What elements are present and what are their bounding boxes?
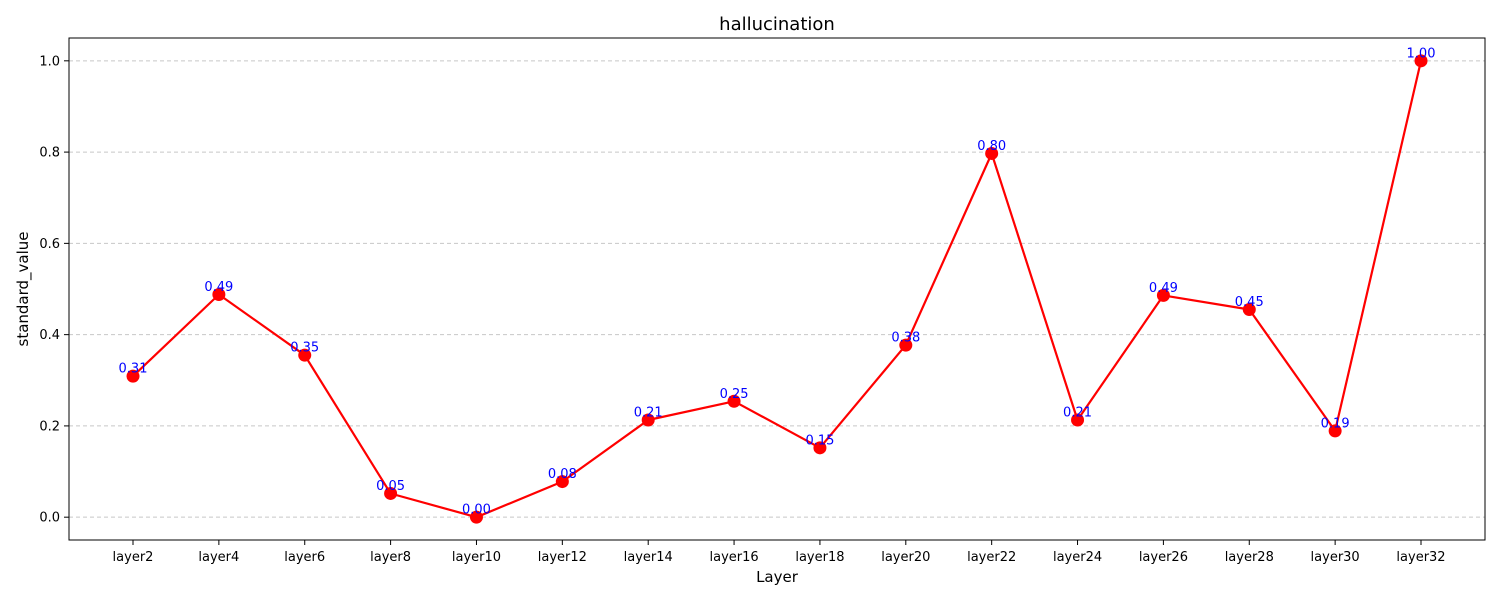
data-point	[126, 369, 140, 383]
y-axis-ticks: 0.0 0.2 0.4 0.6 0.8 1.0	[39, 54, 69, 526]
data-label: 0.15	[805, 433, 834, 448]
x-tick-label: layer22	[967, 550, 1016, 565]
data-point	[1328, 424, 1342, 438]
data-point	[1242, 303, 1256, 317]
data-point	[985, 146, 999, 160]
y-axis-title: standard_value	[14, 231, 33, 346]
grid-lines	[69, 60, 1485, 518]
y-tick-label: 0.6	[39, 237, 60, 252]
data-point	[899, 338, 913, 352]
data-point	[813, 441, 827, 455]
data-point	[1414, 54, 1428, 68]
data-label: 0.21	[634, 405, 663, 420]
x-tick-label: layer16	[709, 550, 758, 565]
x-axis-title: Layer	[756, 568, 799, 586]
data-point	[555, 475, 569, 489]
x-tick-label: layer14	[624, 550, 673, 565]
data-label: 0.38	[891, 331, 920, 346]
data-labels: 0.31 0.49 0.35 0.05 0.00 0.08 0.21 0.25 0.15 0.38…	[119, 46, 1436, 517]
data-point	[384, 486, 398, 500]
data-point	[298, 348, 312, 362]
x-axis-ticks: layer2 layer4 layer6 layer8 layer10 layer12 la…	[113, 540, 1446, 565]
x-tick-label: layer8	[370, 550, 411, 565]
y-tick-label: 0.2	[39, 419, 60, 434]
series-line	[132, 60, 1423, 519]
data-label: 0.49	[204, 280, 233, 295]
y-tick-label: 0.4	[39, 328, 60, 343]
x-tick-label: layer18	[795, 550, 844, 565]
y-tick-label: 0.0	[39, 511, 60, 526]
data-label: 0.21	[1063, 405, 1092, 420]
data-label: 0.80	[977, 139, 1006, 154]
series	[126, 54, 1428, 524]
data-label: 0.35	[290, 341, 319, 356]
data-label: 0.00	[462, 503, 491, 518]
x-tick-label: layer20	[881, 550, 930, 565]
x-tick-label: layer28	[1225, 550, 1274, 565]
chart-title: hallucination	[719, 14, 835, 35]
x-tick-label: layer12	[538, 550, 587, 565]
x-tick-label: layer30	[1311, 550, 1360, 565]
data-label: 0.19	[1321, 416, 1350, 431]
y-tick-label: 0.8	[39, 146, 60, 161]
data-point	[727, 394, 741, 408]
data-label: 0.25	[720, 387, 749, 402]
data-label: 1.00	[1407, 46, 1436, 61]
x-tick-label: layer2	[113, 550, 154, 565]
data-point	[1071, 413, 1085, 427]
data-label: 0.49	[1149, 281, 1178, 296]
data-point	[1156, 288, 1170, 302]
x-tick-label: layer4	[198, 550, 239, 565]
x-tick-label: layer26	[1139, 550, 1188, 565]
data-point	[212, 287, 226, 301]
data-label: 0.31	[119, 362, 148, 377]
data-label: 0.08	[548, 467, 577, 482]
data-point	[469, 510, 483, 524]
x-tick-label: layer6	[284, 550, 325, 565]
x-tick-label: layer10	[452, 550, 501, 565]
data-point	[641, 413, 655, 427]
plot-frame	[68, 37, 1486, 541]
data-label: 0.45	[1235, 295, 1264, 310]
x-tick-label: layer24	[1053, 550, 1102, 565]
y-tick-label: 1.0	[39, 54, 60, 69]
data-label: 0.05	[376, 479, 405, 494]
x-tick-label: layer32	[1396, 550, 1445, 565]
